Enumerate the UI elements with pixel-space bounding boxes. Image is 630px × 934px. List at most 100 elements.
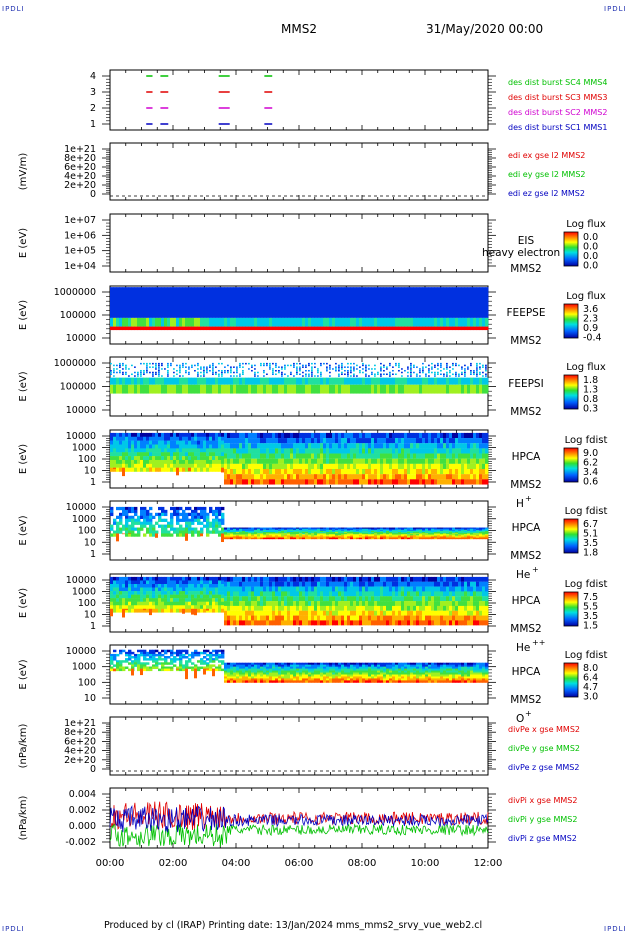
spectrogram-cell: [407, 468, 411, 475]
spectrogram-cell: [413, 458, 417, 464]
spectrogram-cell: [245, 533, 249, 535]
spectrogram-cell: [350, 474, 354, 480]
spectrogram-cell: [266, 528, 270, 531]
spectrogram-cell: [320, 448, 324, 454]
spectrogram-cell: [239, 536, 243, 539]
spectrogram-cell: [470, 535, 474, 537]
spectrogram-cell: [179, 467, 183, 472]
spectrogram-cell: [305, 468, 309, 475]
spectrogram-cell: [356, 534, 360, 536]
spectrogram-cell: [218, 512, 222, 517]
spectrogram-cell: [269, 479, 273, 485]
spectrogram-cell: [164, 512, 168, 517]
spectrogram-cell: [185, 515, 189, 520]
spectrogram-cell: [371, 458, 375, 464]
spectrogram-cell: [206, 594, 210, 599]
spectrogram-cell: [233, 533, 237, 535]
spectrogram-cell: [140, 456, 144, 461]
spectrogram-cell: [188, 371, 190, 374]
spectrogram-cell: [257, 474, 261, 480]
spectrogram-cell: [428, 528, 432, 531]
spectrogram-cell: [188, 591, 192, 595]
spectrogram-cell: [404, 533, 408, 535]
spectrogram-cell: [212, 369, 214, 372]
spectrogram-cell: [248, 605, 252, 611]
spectrogram-cell: [356, 463, 360, 470]
spectrogram-cell: [200, 463, 204, 468]
spectrogram-cell: [458, 537, 462, 540]
spectrogram-cell: [242, 537, 246, 540]
spectrogram-cell: [479, 536, 483, 539]
spectrogram-cell: [275, 443, 279, 449]
spectrogram-cells: [110, 506, 489, 543]
spectrogram-cell: [230, 371, 232, 374]
spectrogram-cell: [110, 601, 114, 606]
spectrogram-cell: [161, 506, 165, 511]
spectrogram-cell: [383, 458, 387, 464]
spectrogram-cell: [434, 443, 438, 449]
spectrogram-cell: [416, 287, 420, 301]
spectrogram-cell: [140, 467, 144, 472]
spectrogram-cell: [392, 532, 396, 534]
spectrogram-cell: [374, 368, 376, 370]
spectrogram-cell: [239, 529, 243, 532]
spectrogram-cell: [209, 384, 213, 394]
spectrogram-cell: [158, 512, 162, 517]
spectrogram-cell: [248, 377, 252, 385]
y-tick-label: 1000: [72, 514, 96, 525]
spectrogram-cell: [485, 463, 489, 470]
spectrogram-cell: [239, 532, 243, 534]
spectrogram-cell: [203, 456, 207, 461]
spectrogram-cell: [188, 459, 192, 465]
spectrogram-cell: [269, 300, 273, 318]
spectrogram-cell: [167, 440, 171, 445]
spectrogram-cell: [197, 384, 201, 394]
spectrogram-cell: [359, 479, 363, 485]
spectrogram-cell: [128, 463, 132, 468]
spectrogram-cell: [236, 453, 240, 459]
spectrogram-cell: [275, 532, 279, 534]
spectrogram-cell: [326, 528, 330, 531]
spectrogram-cell: [410, 362, 412, 365]
spectrogram-cell: [362, 529, 366, 532]
spectrogram-cell: [407, 432, 411, 439]
spectrogram-cell: [143, 591, 147, 595]
spectrogram-cell: [206, 605, 210, 610]
spectrogram-cell: [110, 452, 114, 457]
spectrogram-cell: [311, 533, 315, 535]
spectrogram-cell: [209, 452, 213, 457]
spectrogram-cell: [437, 527, 441, 530]
spectrogram-cell: [212, 384, 216, 394]
spectrogram-cell: [143, 509, 147, 514]
spectrogram-cell: [131, 326, 135, 331]
spectrogram-cell: [125, 463, 129, 468]
spectrogram-cell: [470, 533, 474, 535]
spectrogram-cell: [116, 506, 120, 511]
spectrogram-cell: [347, 438, 351, 444]
spectrogram-cell: [263, 326, 267, 331]
spectrogram-cell: [383, 317, 387, 327]
spectrogram-cell: [428, 432, 432, 439]
spectrogram-cell: [119, 377, 123, 385]
spectrogram-cell: [239, 438, 243, 444]
spectrogram-cell: [203, 605, 207, 610]
spectrogram-cell: [158, 362, 160, 365]
spectrogram-cell: [218, 608, 222, 613]
spectrogram-cell: [137, 371, 139, 374]
spectrogram-cell: [110, 362, 112, 365]
y-tick-label: 10: [84, 537, 96, 548]
spectrogram-cell: [314, 535, 318, 537]
spectrogram-cell: [164, 467, 168, 472]
spectrogram-cell: [455, 532, 459, 534]
spectrogram-cell: [146, 580, 150, 585]
spectrogram-cell: [140, 440, 144, 445]
spectrogram-cell: [206, 448, 210, 453]
spectrogram-cell: [188, 605, 192, 610]
spectrogram-cell: [236, 468, 240, 475]
spectrogram-cell: [467, 326, 471, 331]
spectrogram-cell: [191, 530, 195, 534]
spectrogram-cell: [305, 537, 309, 540]
spectrogram-cell: [242, 287, 246, 301]
spectrogram-cell: [140, 506, 144, 511]
spectrogram-cell: [458, 532, 462, 534]
